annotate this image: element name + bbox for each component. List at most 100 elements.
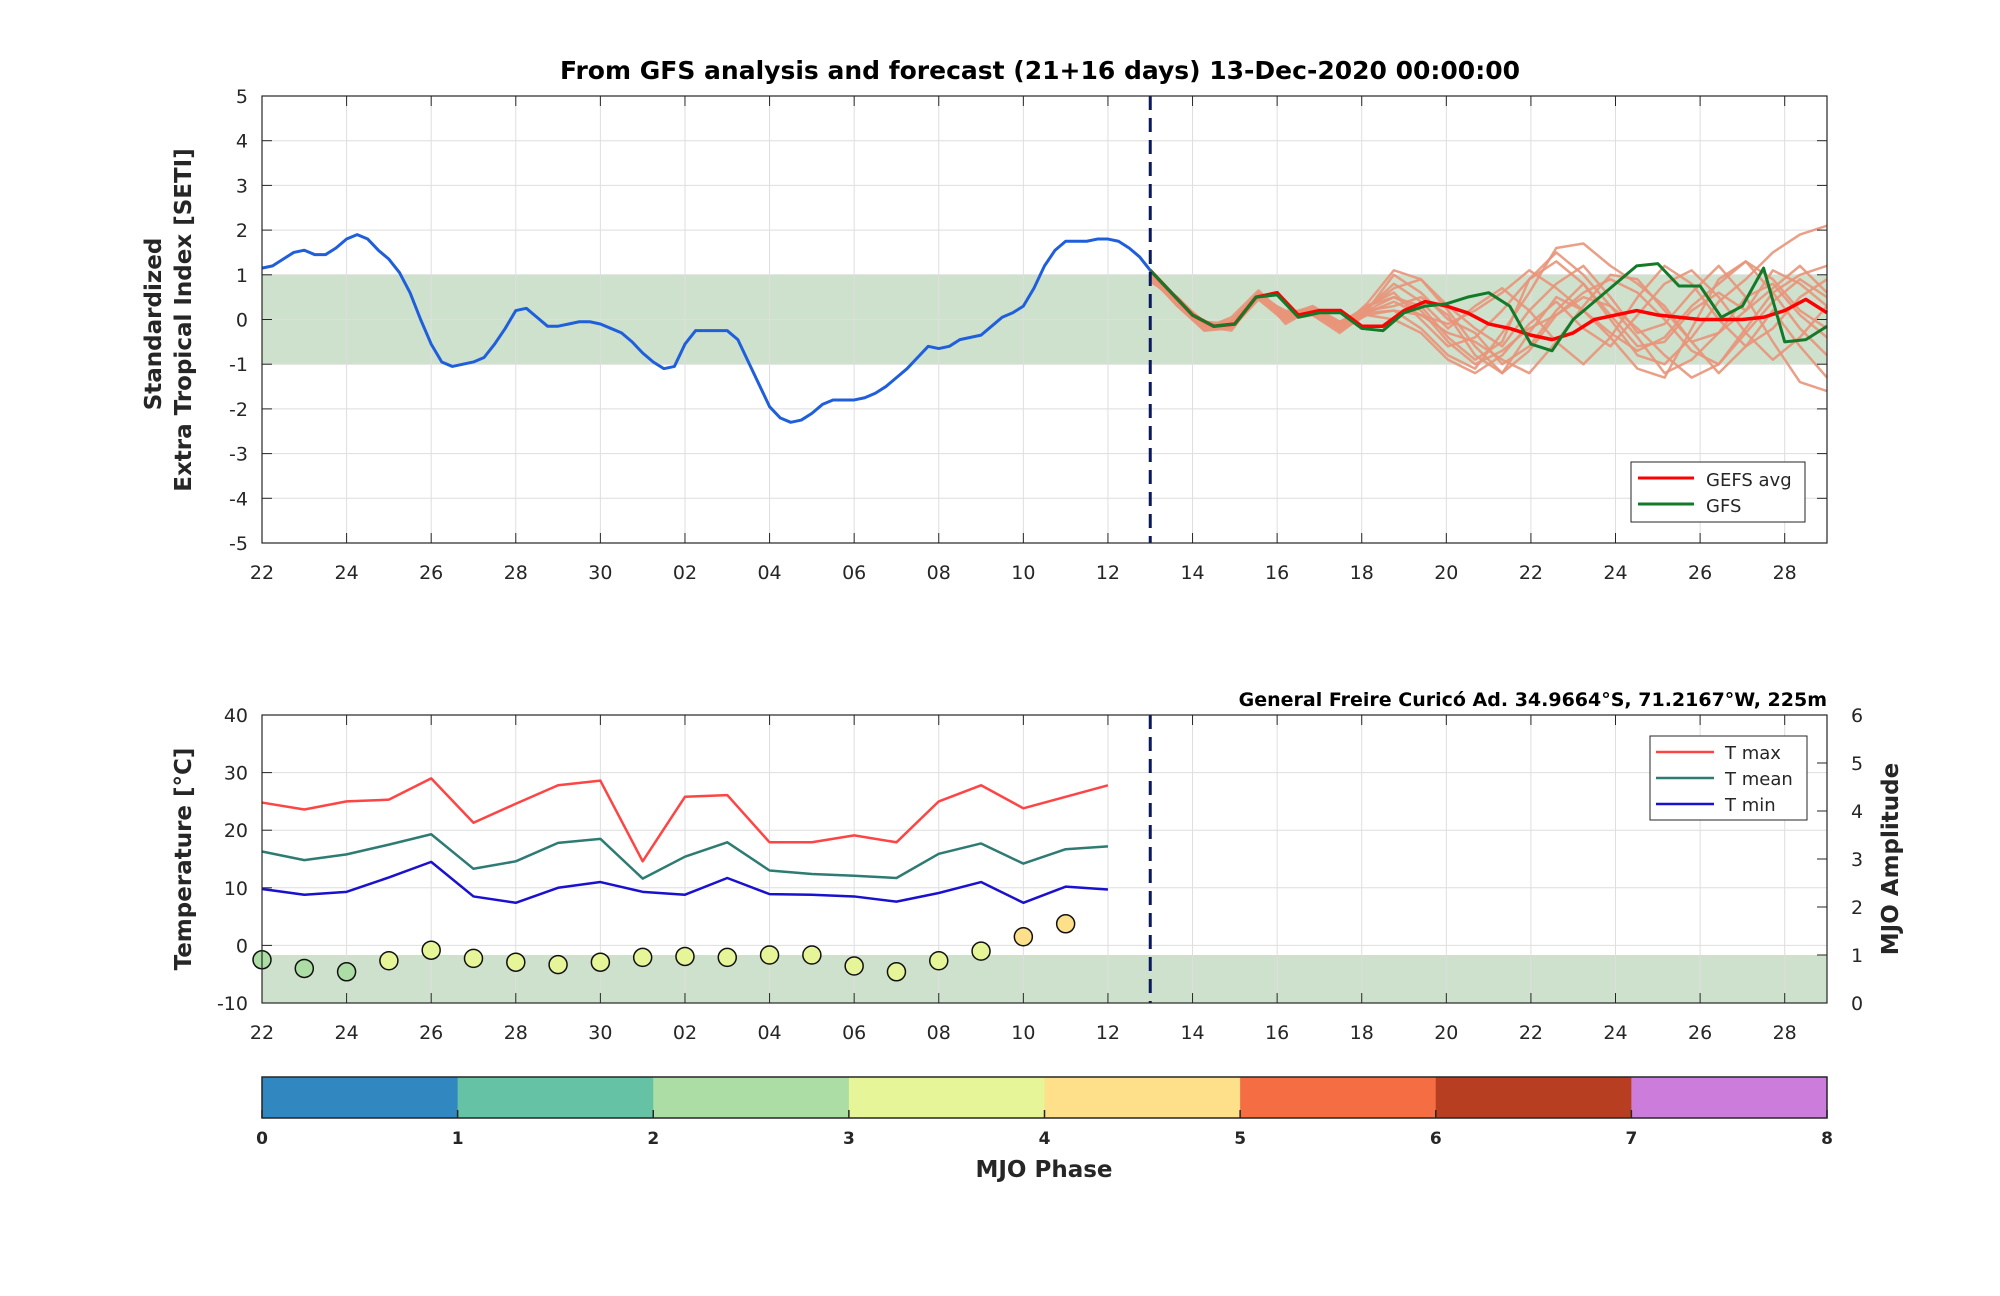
x-tick-label: 28 — [504, 562, 528, 584]
colorbar-tick-label: 7 — [1625, 1129, 1637, 1149]
y-tick-label: -4 — [229, 488, 248, 510]
x-tick-label: 08 — [927, 562, 951, 584]
x-tick-label: 24 — [335, 1022, 359, 1044]
x-tick-label: 16 — [1265, 562, 1289, 584]
y-tick-label: 3 — [236, 175, 248, 197]
x-tick-label: 22 — [250, 1022, 274, 1044]
mjo-point — [844, 956, 864, 976]
top-legend: GEFS avg GFS — [1630, 461, 1806, 523]
x-tick-label: 26 — [419, 1022, 443, 1044]
y-tick-label-right: 6 — [1851, 705, 1863, 727]
y-tick-label-right: 3 — [1851, 849, 1863, 871]
colorbar-blocks — [262, 1077, 1828, 1118]
x-tick-label: 02 — [673, 562, 697, 584]
colorbar-tick-label: 6 — [1430, 1129, 1442, 1149]
mjo-weak-band — [262, 955, 1827, 1003]
x-tick-label: 16 — [1265, 1022, 1289, 1044]
chart-title: From GFS analysis and forecast (21+16 da… — [560, 56, 1520, 85]
mjo-point — [506, 952, 526, 972]
x-tick-label: 26 — [419, 562, 443, 584]
bottom-y-ticks-right: 6 5 4 3 2 1 0 — [1817, 705, 1863, 1015]
colorbar-tick-label: 4 — [1039, 1129, 1051, 1149]
x-tick-label: 24 — [1603, 1022, 1627, 1044]
colorbar-block — [1044, 1077, 1241, 1118]
y-tick-label: 10 — [224, 878, 248, 900]
x-tick-label: 24 — [1603, 562, 1627, 584]
colorbar-block — [1631, 1077, 1828, 1118]
y-tick-label: -5 — [229, 533, 248, 555]
series-line-t-mean — [261, 832, 1109, 880]
colorbar-block — [848, 1077, 1045, 1118]
mjo-point — [717, 947, 738, 968]
legend-gfs-label: GFS — [1706, 496, 1741, 517]
mjo-point — [759, 945, 780, 965]
y-tick-label: 4 — [236, 131, 248, 153]
mjo-point — [1013, 927, 1034, 947]
colorbar-tick-label: 1 — [452, 1129, 464, 1149]
x-tick-label: 20 — [1434, 562, 1458, 584]
colorbar-block — [457, 1077, 654, 1118]
x-tick-label: 28 — [504, 1022, 528, 1044]
y-tick-label-right: 2 — [1851, 897, 1863, 919]
top-x-ticks: 22 24 26 28 30 02 04 06 08 10 12 14 16 18 20 22 24 26 28 — [250, 96, 1797, 584]
colorbar-ticks: 0 1 2 3 4 5 6 7 8 — [256, 1110, 1833, 1149]
legend-tmin-label: T min — [1724, 795, 1776, 816]
mjo-amplitude-ylabel: MJO Amplitude — [1878, 763, 1904, 955]
y-tick-label-right: 1 — [1851, 945, 1863, 967]
bottom-x-ticks: 22 24 26 28 30 02 04 06 08 10 12 14 16 18 20 22 24 26 28 — [250, 715, 1797, 1044]
y-tick-label: -10 — [217, 993, 248, 1015]
x-tick-label: 14 — [1180, 1022, 1204, 1044]
y-tick-label: 1 — [236, 265, 248, 287]
band-rect — [262, 955, 1827, 1003]
x-tick-label: 20 — [1434, 1022, 1458, 1044]
ensemble-member-line — [1149, 269, 1828, 375]
mjo-point — [632, 947, 653, 968]
x-tick-label: 24 — [335, 562, 359, 584]
x-tick-label: 26 — [1688, 562, 1712, 584]
legend-gefs-label: GEFS avg — [1706, 470, 1792, 491]
mjo-point — [675, 946, 695, 967]
colorbar-tick-label: 0 — [256, 1129, 268, 1149]
mjo-point — [886, 962, 907, 982]
mjo-phase-colorbar: 0 1 2 3 4 5 6 7 8 MJO Phase — [256, 1076, 1833, 1183]
colorbar-tick-label: 3 — [843, 1129, 855, 1149]
x-tick-label: 28 — [1773, 562, 1797, 584]
x-tick-label: 30 — [588, 1022, 612, 1044]
mjo-point — [379, 951, 399, 971]
x-tick-label: 22 — [1519, 1022, 1543, 1044]
x-tick-label: 22 — [250, 562, 274, 584]
mjo-point — [463, 948, 484, 969]
top-y-ticks: 5 4 3 2 1 0 -1 -2 -3 -4 -5 — [229, 86, 1827, 555]
y-tick-label-right: 5 — [1851, 753, 1863, 775]
bottom-legend: T max T mean T min — [1649, 735, 1808, 821]
x-tick-label: 12 — [1096, 562, 1120, 584]
x-tick-label: 14 — [1180, 562, 1204, 584]
legend-tmax-label: T max — [1724, 743, 1781, 764]
mjo-point — [336, 962, 357, 982]
y-tick-label: -3 — [229, 444, 248, 466]
colorbar-label: MJO Phase — [975, 1157, 1112, 1183]
mjo-point — [971, 941, 991, 961]
y-tick-label-right: 0 — [1851, 993, 1863, 1015]
mjo-point — [294, 958, 315, 979]
x-tick-label: 10 — [1011, 562, 1035, 584]
y-tick-label: 40 — [224, 705, 248, 727]
temperature-series — [261, 777, 1109, 905]
mjo-points — [252, 914, 1076, 982]
mjo-point — [590, 952, 611, 972]
x-tick-label: 04 — [757, 562, 781, 584]
series-line-gfs — [1149, 262, 1828, 353]
x-tick-label: 18 — [1350, 562, 1374, 584]
colorbar-block — [1435, 1077, 1632, 1118]
series-line-t-max — [261, 777, 1109, 863]
colorbar-tick-label: 5 — [1234, 1129, 1246, 1149]
series-line-analysis — [261, 233, 1152, 424]
y-tick-label: 0 — [236, 310, 248, 332]
y-tick-label-right: 4 — [1851, 801, 1863, 823]
mjo-point — [929, 951, 949, 971]
x-tick-label: 08 — [927, 1022, 951, 1044]
x-tick-label: 30 — [588, 562, 612, 584]
colorbar-tick-label: 8 — [1821, 1129, 1833, 1149]
x-tick-label: 22 — [1519, 562, 1543, 584]
